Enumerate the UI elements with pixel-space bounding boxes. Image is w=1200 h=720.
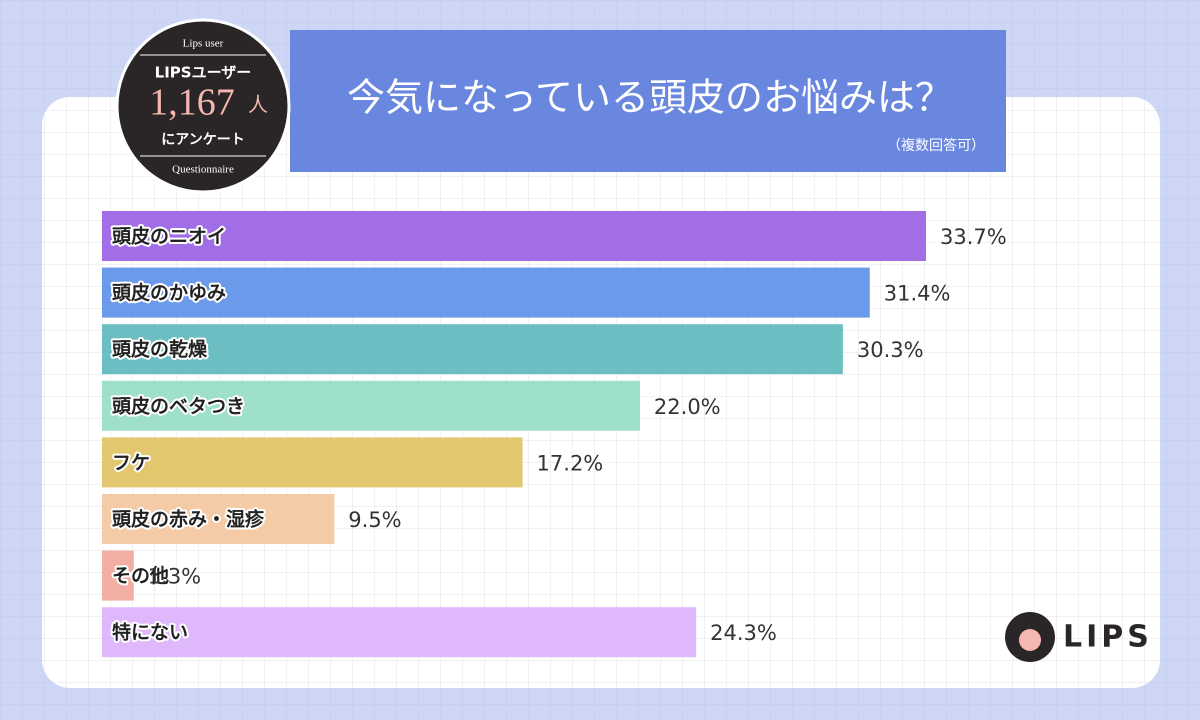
bar (102, 380, 640, 431)
bar (102, 550, 134, 601)
chart-subtitle: （複数回答可） (887, 137, 985, 154)
badge-bottom: Questionnaire (172, 164, 234, 176)
value-label: 9.5% (348, 508, 401, 532)
category-label: その他 (112, 564, 169, 587)
category-label: 頭皮のかゆみ (112, 281, 226, 304)
title-banner (290, 30, 1006, 172)
logo-text: LIPS (1063, 620, 1153, 655)
badge: Lips user LIPSユーザー 1,167 人 にアンケート Questi… (115, 18, 291, 194)
bar (102, 267, 870, 318)
category-label: フケ (112, 452, 150, 474)
category-label: 特にない (112, 622, 188, 644)
value-label: 17.2% (537, 451, 604, 475)
badge-line2: にアンケート (161, 132, 244, 148)
value-label: 24.3% (710, 621, 777, 645)
bar (102, 437, 523, 488)
logo: LIPS (1005, 612, 1153, 662)
badge-circle (115, 18, 291, 194)
bar (102, 494, 335, 544)
category-label: 頭皮のニオイ (112, 225, 226, 248)
value-label: 30.3% (857, 338, 924, 362)
logo-icon-inner (1019, 629, 1041, 651)
value-label: 33.7% (940, 225, 1007, 249)
badge-line1: LIPSユーザー (155, 64, 252, 82)
category-label: 頭皮の赤み・湿疹 (112, 508, 265, 531)
badge-unit: 人 (248, 93, 268, 117)
category-label: 頭皮の乾燥 (112, 338, 208, 361)
bar (102, 211, 926, 261)
category-label: 頭皮のベタつき (112, 394, 245, 417)
value-label: 1.3% (148, 565, 201, 589)
value-label: 22.0% (654, 395, 721, 419)
bar (102, 607, 697, 658)
badge-top: Lips user (183, 38, 224, 50)
badge-count: 1,167 (149, 82, 235, 124)
value-label: 31.4% (884, 282, 951, 306)
bar (102, 324, 843, 375)
chart-title: 今気になっている頭皮のお悩みは？ (347, 76, 953, 120)
